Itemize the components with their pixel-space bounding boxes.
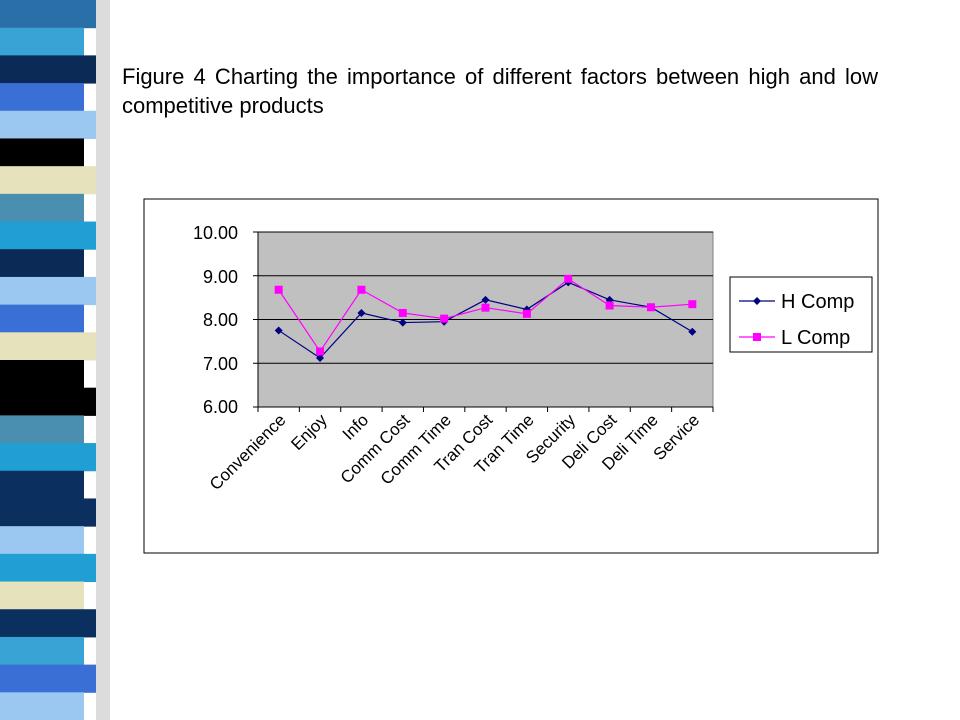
y-tick-labels: 10.00 9.00 8.00 7.00 6.00 (193, 223, 238, 417)
data-point (398, 308, 407, 317)
legend-label-l-comp: L Comp (781, 327, 850, 349)
data-point (522, 309, 531, 318)
strip-block (0, 110, 96, 139)
data-point (481, 295, 490, 304)
strip-block (0, 526, 84, 555)
data-point (274, 285, 283, 294)
strip-block (0, 360, 84, 389)
strip-block (0, 332, 96, 361)
data-point (274, 326, 283, 335)
series-layer (274, 274, 697, 362)
data-point (646, 303, 655, 312)
strip-block (0, 581, 84, 610)
strip-block (0, 221, 96, 250)
strip-block (0, 415, 84, 444)
legend: H Comp L Comp (729, 276, 873, 353)
figure-caption: Figure 4 Charting the importance of diff… (122, 64, 878, 118)
gridlines (258, 231, 713, 364)
legend-marker-l-comp (753, 333, 761, 341)
strip-block (0, 443, 96, 472)
data-point (316, 354, 325, 362)
data-point (688, 300, 697, 309)
strip-shadow (96, 0, 110, 720)
data-point (481, 303, 490, 312)
strip-block (0, 470, 84, 499)
strip-block (0, 387, 96, 416)
strip-block (0, 193, 84, 223)
data-point (357, 285, 366, 294)
strip-block (0, 636, 84, 666)
strip-block (0, 276, 96, 306)
data-point (605, 301, 614, 310)
y-tick-label: 9.00 (203, 267, 238, 287)
legend-label-h-comp: H Comp (781, 291, 854, 313)
strip-block (0, 609, 96, 638)
strip-block (0, 249, 84, 278)
y-tick-label: 7.00 (203, 354, 238, 374)
strip-block (0, 0, 96, 29)
strip-block (0, 27, 84, 56)
strip-block (0, 138, 84, 167)
y-tick-label: 8.00 (203, 310, 238, 330)
y-tick-label: 6.00 (203, 397, 238, 417)
data-point (564, 274, 573, 283)
strip-block (0, 553, 96, 583)
data-point (440, 314, 449, 323)
strip-block (0, 166, 96, 195)
strip-block (0, 304, 84, 333)
axes (253, 231, 714, 412)
strip-block (0, 498, 96, 527)
data-point (357, 308, 366, 317)
data-point (398, 318, 407, 327)
legend-marker-h-comp (753, 297, 761, 305)
decorative-strip (0, 0, 110, 720)
data-point (316, 347, 325, 356)
strip-block (0, 664, 96, 693)
strip-block (0, 692, 84, 720)
strip-block (0, 83, 84, 112)
y-tick-label: 10.00 (193, 223, 238, 243)
strip-block (0, 55, 96, 84)
data-point (688, 327, 697, 336)
